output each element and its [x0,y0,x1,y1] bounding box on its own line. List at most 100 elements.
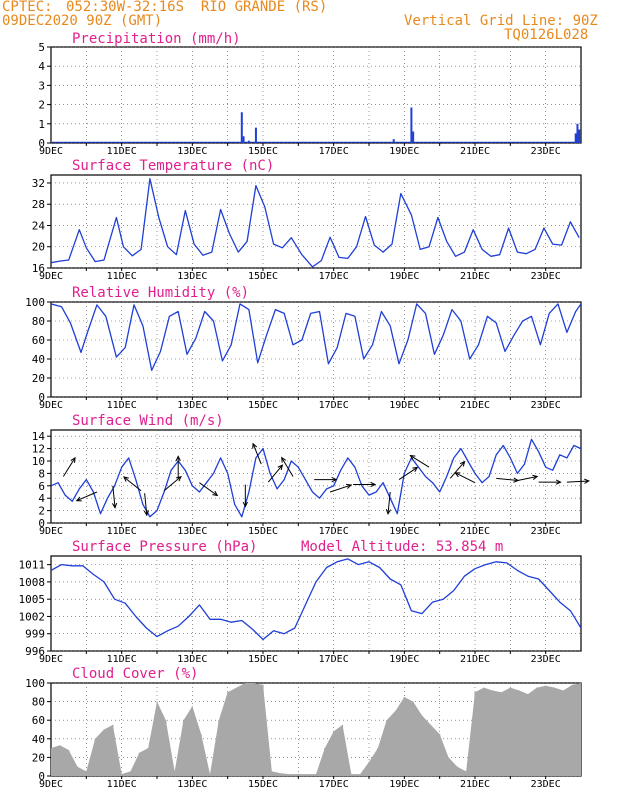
precip-title: Precipitation (mm/h) [72,31,241,47]
wind-vector [387,491,391,514]
precip-xtick-label: 13DEC [177,146,207,157]
precip-bar [410,107,413,143]
pres-series-line [51,558,581,641]
cloud-xtick-label: 17DEC [319,779,349,790]
wind-series-line [51,438,581,518]
wind-vector [112,485,116,508]
precip-bar [578,129,581,143]
pres-extra-label: Model Altitude: 53.854 m [301,539,503,555]
cloud-bar [280,773,282,776]
pres-ytick-label: 996 [25,645,45,658]
rh-series-line [51,303,581,372]
cloud-bar [112,724,114,776]
wind-xtick-label: 19DEC [389,526,419,537]
wind-vector-head [277,464,284,471]
wind-vector-head [331,476,338,483]
precip-xtick-label: 15DEC [248,146,278,157]
pres-xtick-label: 11DEC [107,654,137,665]
wind-vector [281,457,294,477]
precip-bar [247,140,250,143]
temp-xtick-label: 11DEC [107,271,137,282]
wind-vector-head [281,456,287,463]
cloud-bar [562,690,564,776]
temp-ytick-label: 32 [32,177,45,190]
precip-xtick-label: 23DEC [531,146,561,157]
wind-vector-head [175,455,181,462]
temp-xtick-label: 19DEC [389,271,419,282]
cloud-bar [571,684,573,776]
precip-bar [491,142,494,143]
precip-bar [392,139,395,143]
cloud-bar [218,720,220,776]
cloud-ytick-label: 80 [32,696,45,709]
wind-ytick-label: 0 [38,517,45,530]
rh-ytick-label: 80 [32,315,45,328]
wind-vector [398,466,418,481]
cloud-bar [94,738,96,776]
cloud-xtick-label: 9DEC [39,779,63,790]
pres-xtick-label: 13DEC [177,654,207,665]
cloud-title: Cloud Cover (%) [72,666,198,682]
wind-xtick-label: 13DEC [177,526,207,537]
wind-vector [515,476,538,482]
cloud-bar [165,720,167,776]
wind-ytick-label: 14 [32,430,46,443]
location-label: 052:30W-32:16S RIO GRANDE (RS) [66,0,328,15]
cloud-bar [341,724,344,776]
pres-title: Surface Pressure (hPa) [72,539,257,555]
rh-xtick-label: 15DEC [248,400,278,411]
wind-vector-head [212,490,219,497]
rh-title: Relative Humidity (%) [72,285,249,301]
cloud-bar [235,687,238,776]
temp-ytick-label: 16 [32,262,45,275]
model-code-label: TQ0126L028 [504,27,589,43]
wind-vector [455,472,476,484]
wind-vector-head [143,510,150,517]
rh-ytick-label: 40 [32,353,45,366]
wind-xtick-label: 15DEC [248,526,278,537]
rh-ytick-label: 20 [32,372,45,385]
cloud-bar [244,683,246,776]
cloud-bar [288,774,291,776]
wind-vector [123,476,142,492]
grid-note-label: Vertical Grid Line: 90Z [404,13,598,29]
precip-bar [412,131,415,143]
pres-xtick-label: 23DEC [531,654,561,665]
cloud-bar [59,745,61,776]
cloud-bar [474,692,476,776]
cloud-bar [76,766,79,776]
wind-vector-head [409,454,416,461]
wind-vector-head [459,460,466,467]
rh-xtick-label: 17DEC [319,400,349,411]
cloud-bar [253,683,255,776]
cloud-bar [536,687,538,776]
precip-bar [283,142,286,143]
precip-ytick-label: 1 [38,118,45,131]
cloud-bar [350,774,352,776]
pres-xtick-label: 19DEC [389,654,419,665]
cloud-bar [527,694,529,776]
wind-vector [566,480,589,483]
cloud-bar [174,771,176,776]
cloud-bar [518,690,520,776]
precip-bar [242,136,245,143]
rh-xtick-label: 19DEC [389,400,419,411]
cloud-xtick-label: 11DEC [107,779,137,790]
wind-vector-head [70,456,76,463]
wind-vector [163,476,182,492]
rh-ytick-label: 0 [38,391,45,404]
cloud-ytick-label: 40 [32,733,45,746]
precip-frame [50,46,582,144]
precip-xtick-label: 19DEC [389,146,419,157]
precip-ytick-label: 0 [38,137,45,150]
wind-vector-head [370,481,377,488]
wind-vector-head [584,478,590,484]
cloud-bar [412,701,414,776]
cloud-bar [324,748,326,776]
temp-xtick-label: 21DEC [460,271,490,282]
cloud-bar [368,762,370,776]
source-label: CPTEC: [2,0,53,15]
cloud-xtick-label: 13DEC [177,779,207,790]
cloud-bar [209,774,211,776]
